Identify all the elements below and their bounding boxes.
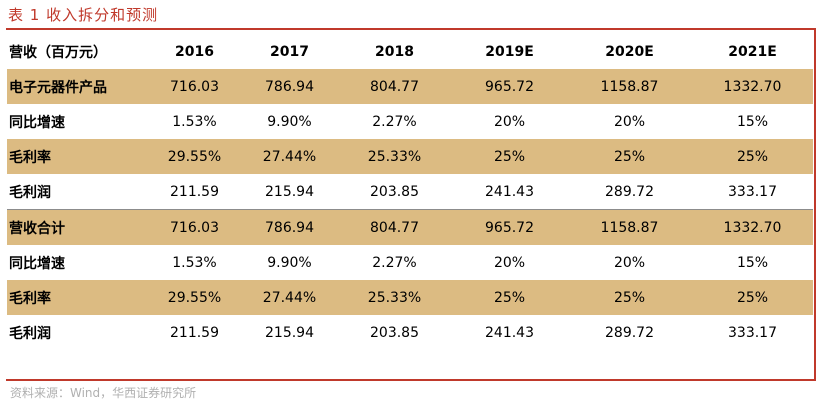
table-row: 电子元器件产品 716.03 786.94 804.77 965.72 1158… (7, 69, 813, 104)
table-cell: 25% (452, 280, 567, 315)
table-cell: 15% (736, 254, 769, 271)
table-cell: 1.53% (172, 113, 217, 130)
header-cell: 营收（百万元） (9, 44, 107, 61)
table-cell: 15% (736, 113, 769, 130)
table-row: 同比增速 1.53% 9.90% 2.27% 20% 20% 15% (7, 245, 813, 280)
table-cell: 9.90% (267, 113, 312, 130)
table-cell: 289.72 (605, 324, 654, 341)
table-title: 表 1 收入拆分和预测 (8, 6, 159, 24)
table-cell: 804.77 (337, 209, 452, 245)
header-row: 营收（百万元） 2016 2017 2018 2019E 2020E 2021E (7, 34, 813, 69)
table-cell: 29.55% (147, 280, 242, 315)
row-label: 毛利润 (7, 174, 147, 210)
header-cell: 2021E (728, 43, 777, 60)
table-cell: 203.85 (337, 174, 452, 210)
table-cell: 27.44% (242, 280, 337, 315)
table-cell: 786.94 (242, 69, 337, 104)
table-cell: 25% (692, 139, 813, 174)
table-row: 同比增速 1.53% 9.90% 2.27% 20% 20% 15% (7, 104, 813, 139)
table-cell: 1158.87 (567, 69, 692, 104)
table-cell: 333.17 (728, 324, 777, 341)
table-cell: 25.33% (337, 139, 452, 174)
table-cell: 20% (613, 113, 646, 130)
table-cell: 716.03 (147, 209, 242, 245)
table-cell: 25% (567, 139, 692, 174)
table-cell: 9.90% (267, 254, 312, 271)
table-cell: 333.17 (692, 174, 813, 210)
table-cell: 1332.70 (692, 69, 813, 104)
table-cell: 965.72 (452, 69, 567, 104)
row-label: 毛利率 (7, 139, 147, 174)
table-cell: 1158.87 (567, 209, 692, 245)
row-label: 电子元器件产品 (7, 69, 147, 104)
table-cell: 289.72 (567, 174, 692, 210)
table-cell: 241.43 (452, 174, 567, 210)
row-label: 毛利润 (9, 325, 51, 342)
row-label: 同比增速 (9, 255, 65, 272)
table-cell: 965.72 (452, 209, 567, 245)
table-row: 毛利润 211.59 215.94 203.85 241.43 289.72 3… (7, 174, 813, 210)
header-cell: 2020E (605, 43, 654, 60)
table-row: 毛利率 29.55% 27.44% 25.33% 25% 25% 25% (7, 139, 813, 174)
table-cell: 27.44% (242, 139, 337, 174)
header-cell: 2016 (175, 43, 214, 60)
table-cell: 203.85 (370, 324, 419, 341)
row-label: 营收合计 (7, 209, 147, 245)
table-cell: 786.94 (242, 209, 337, 245)
source-note: 资料来源：Wind，华西证券研究所 (10, 386, 197, 400)
table-cell: 20% (493, 254, 526, 271)
table-row: 营收合计 716.03 786.94 804.77 965.72 1158.87… (7, 209, 813, 245)
table-cell: 20% (613, 254, 646, 271)
table-cell: 804.77 (337, 69, 452, 104)
table-cell: 215.94 (265, 324, 314, 341)
table-cell: 25% (567, 280, 692, 315)
header-cell: 2017 (270, 43, 309, 60)
header-cell: 2019E (485, 43, 534, 60)
row-label: 毛利率 (7, 280, 147, 315)
table-cell: 716.03 (147, 69, 242, 104)
row-label: 同比增速 (9, 114, 65, 131)
revenue-table: 营收（百万元） 2016 2017 2018 2019E 2020E 2021E… (7, 34, 813, 350)
table-row: 毛利润 211.59 215.94 203.85 241.43 289.72 3… (7, 315, 813, 350)
table-cell: 20% (493, 113, 526, 130)
table-cell: 241.43 (485, 324, 534, 341)
table-cell: 2.27% (372, 113, 417, 130)
table-row: 毛利率 29.55% 27.44% 25.33% 25% 25% 25% (7, 280, 813, 315)
table-cell: 211.59 (170, 324, 219, 341)
table-cell: 211.59 (147, 174, 242, 210)
table-frame (6, 28, 816, 381)
table-cell: 1332.70 (692, 209, 813, 245)
table-cell: 29.55% (147, 139, 242, 174)
table-cell: 2.27% (372, 254, 417, 271)
table-cell: 1.53% (172, 254, 217, 271)
table-cell: 25% (452, 139, 567, 174)
table-cell: 25% (692, 280, 813, 315)
table-cell: 25.33% (337, 280, 452, 315)
header-cell: 2018 (375, 43, 414, 60)
table-cell: 215.94 (242, 174, 337, 210)
